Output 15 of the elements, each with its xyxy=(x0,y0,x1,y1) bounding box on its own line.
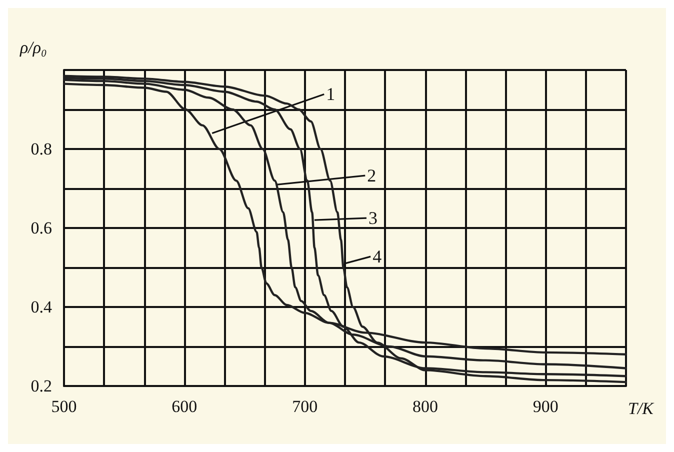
annotation: 3 xyxy=(368,208,378,228)
x-tick-label: 800 xyxy=(412,397,438,416)
y-tick-label: 0.2 xyxy=(30,376,52,396)
y-axis-title: ρ/ρ₀ xyxy=(19,38,48,57)
y-tick-label: 0.8 xyxy=(30,140,52,158)
x-tick-label: 700 xyxy=(292,397,318,416)
x-axis-title: T/K xyxy=(628,399,656,418)
y-tick-label: 0.4 xyxy=(30,298,52,316)
annotation: 2 xyxy=(367,166,376,186)
x-tick-label: 500 xyxy=(51,397,77,416)
x-tick-label: 600 xyxy=(172,397,198,416)
annotation: 4 xyxy=(372,246,382,267)
y-tick-label: 0.6 xyxy=(30,218,52,238)
x-tick-label: 900 xyxy=(532,397,558,416)
annotation: 1 xyxy=(326,84,336,104)
